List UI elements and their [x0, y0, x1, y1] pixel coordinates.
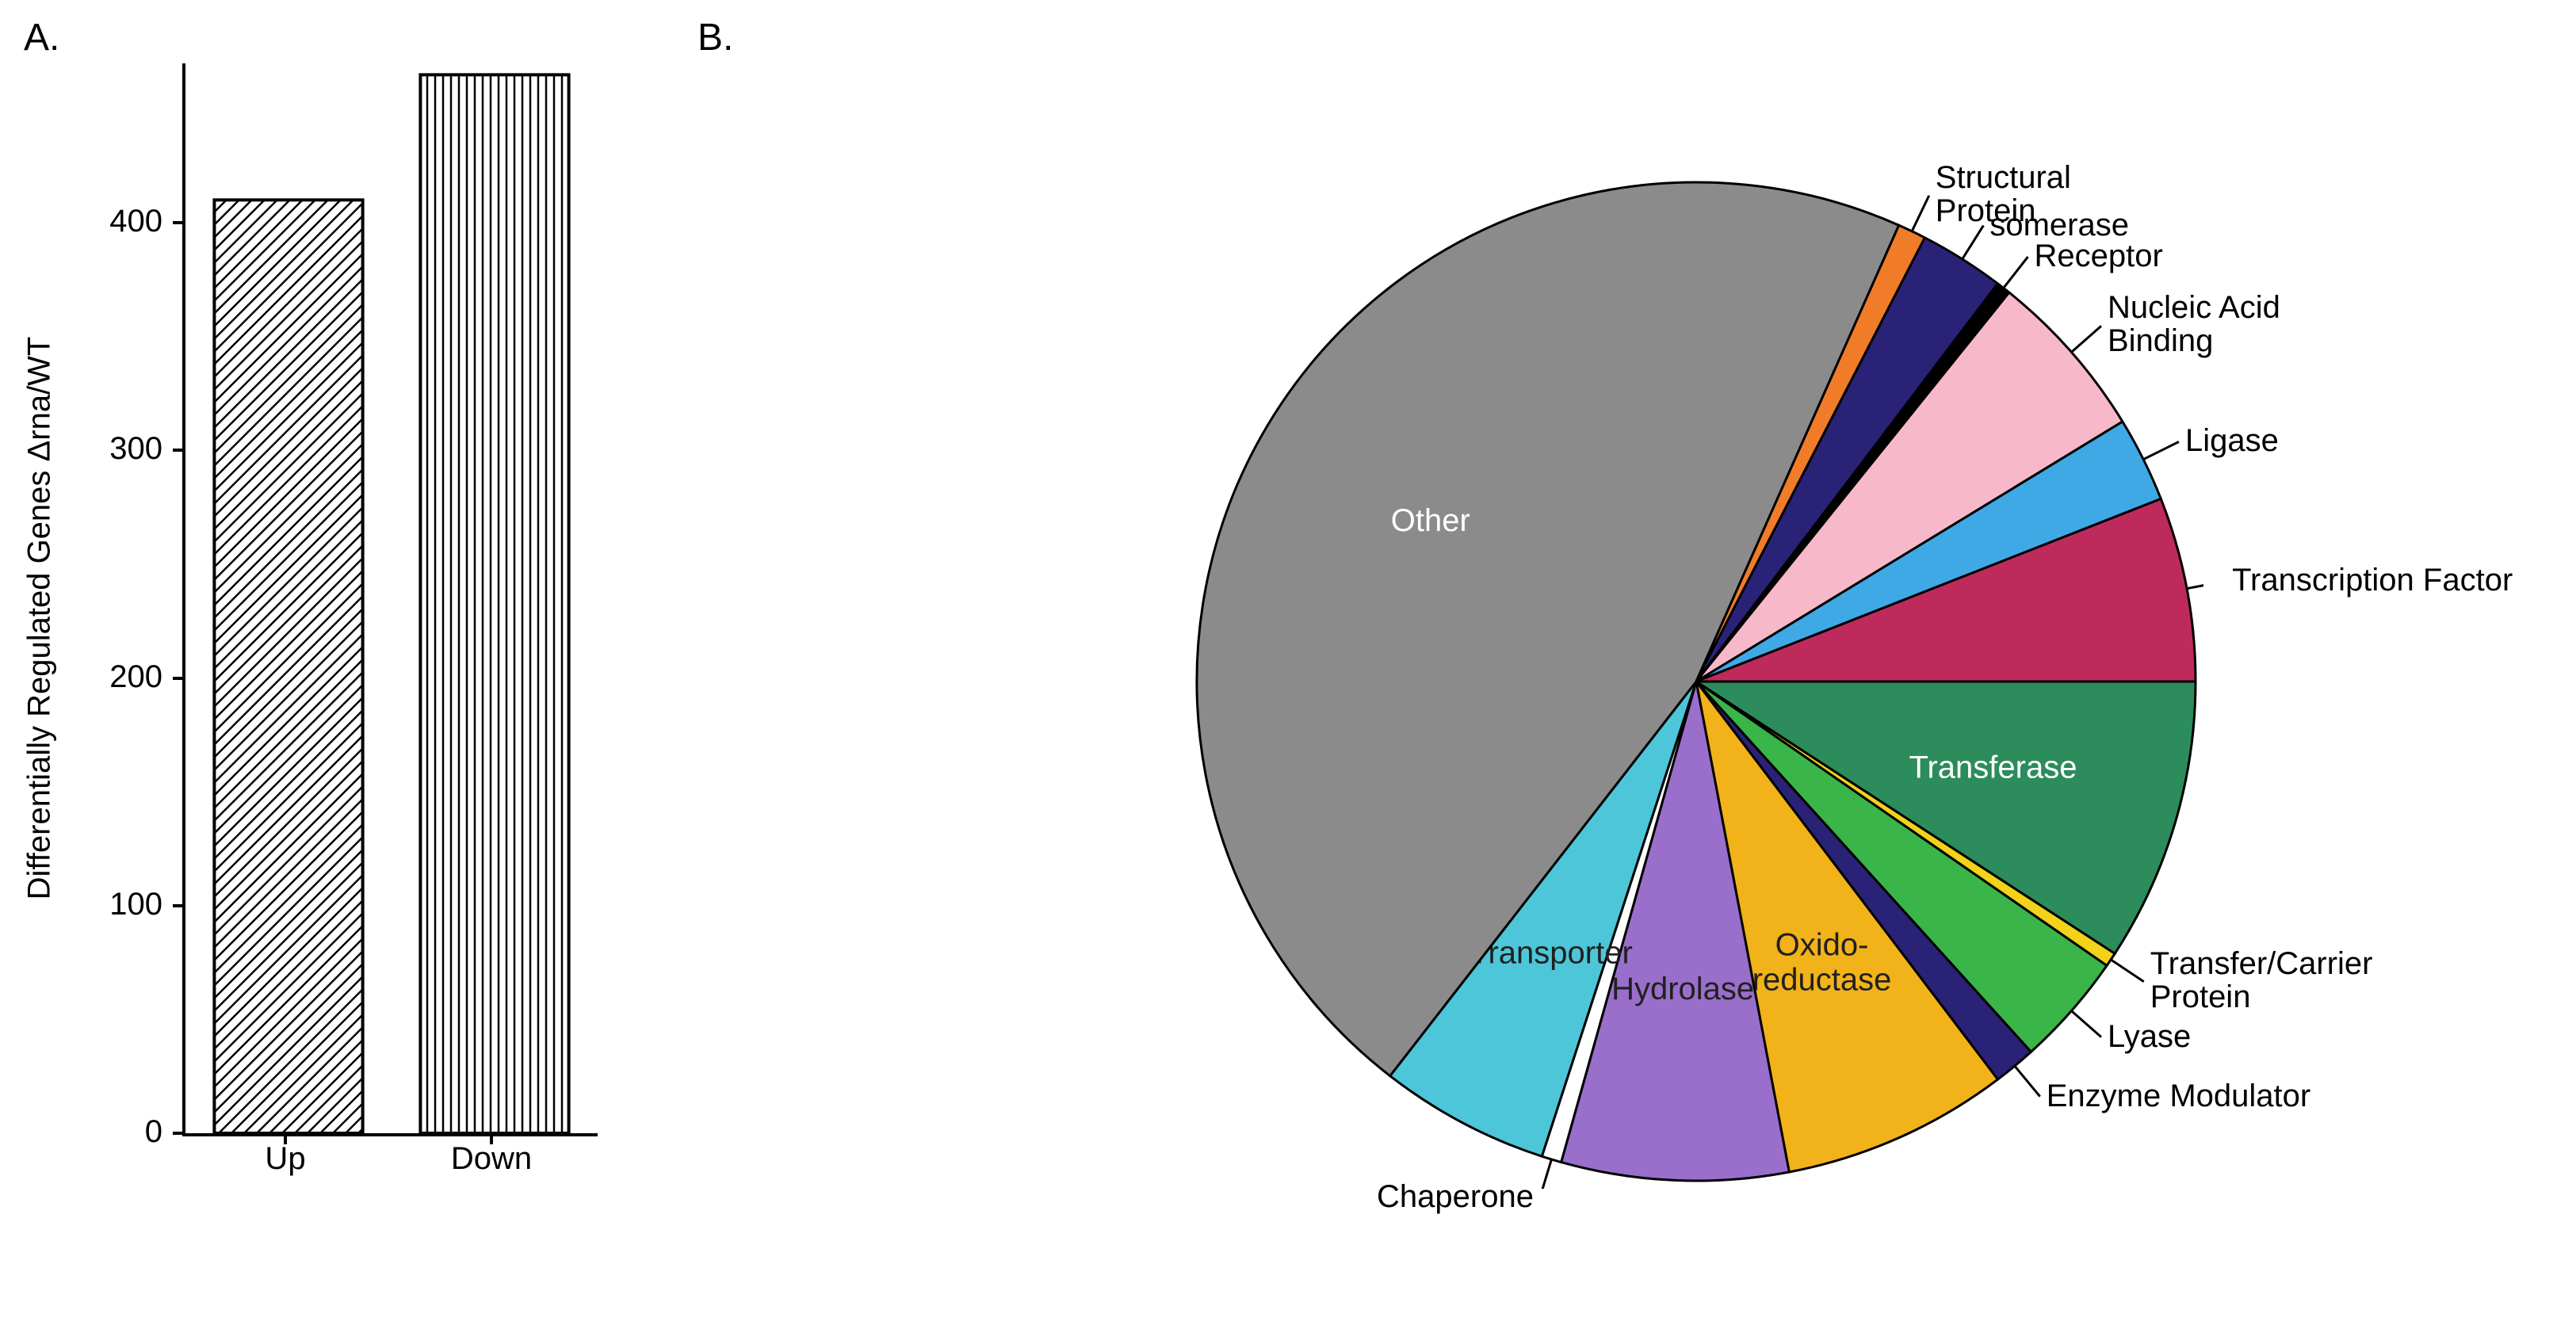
- x-cat-down: Down: [451, 1141, 532, 1177]
- y-tick-200: 200: [91, 659, 162, 695]
- plot-area: [182, 63, 598, 1136]
- slice-label-ext: Ligase: [2185, 424, 2279, 457]
- y-tick-0: 0: [91, 1114, 162, 1150]
- slice-label-ext: Transcription Factor: [2232, 563, 2513, 597]
- slice-label-ext: Lyase: [2108, 1020, 2191, 1053]
- slice-label-int: reductase: [1752, 963, 1892, 998]
- slice-label-int: Oxido-: [1775, 928, 1869, 963]
- slice-label-int: Hydrolase: [1611, 972, 1754, 1006]
- slice-label-ext: Nucleic AcidBinding: [2108, 291, 2280, 357]
- slice-label-int: Other: [1391, 503, 1470, 538]
- panel-b: B. TransferaseOxido-reductaseHydrolaseTr…: [713, 32, 2299, 1236]
- figure-root: A. Differentially Regulated Genes Δrna/W…: [0, 0, 2576, 1268]
- slice-label-ext: Enzyme Modulator: [2047, 1079, 2310, 1113]
- bar-chart: Differentially Regulated Genes Δrna/WT U…: [48, 32, 618, 1205]
- pie-svg: TransferaseOxido-reductaseHydrolaseTrans…: [1189, 174, 2203, 1189]
- y-axis-label: Differentially Regulated Genes Δrna/WT: [22, 337, 58, 900]
- bar-up: [214, 200, 362, 1133]
- x-cat-up: Up: [265, 1141, 305, 1177]
- y-tick-400: 400: [91, 204, 162, 239]
- slice-label-int: Transferase: [1909, 750, 2077, 785]
- slice-label-ext: Receptor: [2034, 239, 2162, 273]
- slice-label-ext: Chaperone: [1377, 1180, 1534, 1213]
- pie-chart: TransferaseOxido-reductaseHydrolaseTrans…: [713, 32, 2299, 1236]
- slice-label-ext: Transfer/CarrierProtein: [2150, 947, 2373, 1014]
- y-tick-300: 300: [91, 431, 162, 467]
- slice-label-ext: somerase: [1989, 208, 2129, 242]
- y-tick-100: 100: [91, 887, 162, 922]
- bar-down: [420, 74, 568, 1133]
- panel-a: A. Differentially Regulated Genes Δrna/W…: [48, 32, 618, 1205]
